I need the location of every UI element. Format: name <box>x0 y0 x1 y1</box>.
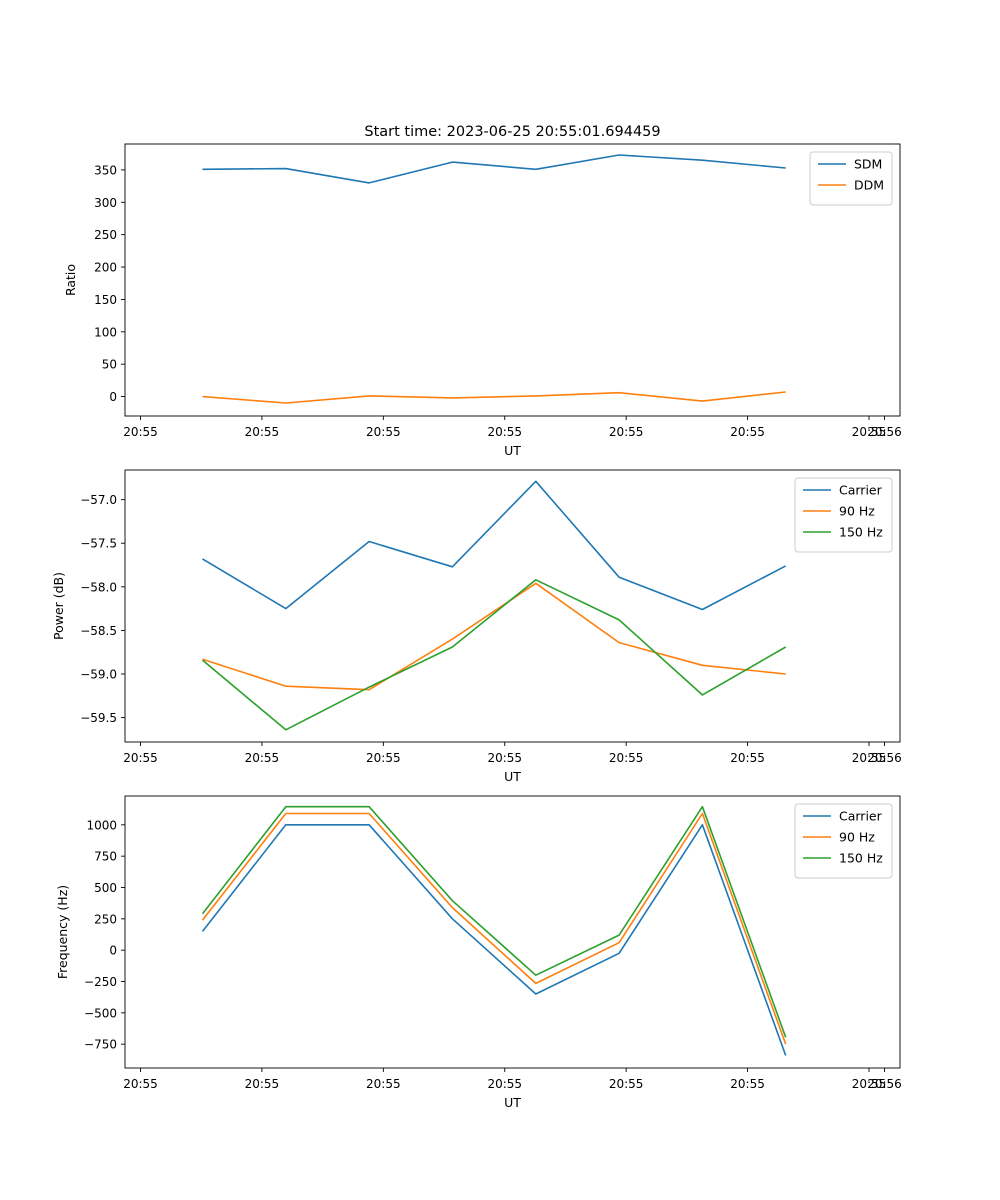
y-axis-label: Power (dB) <box>51 572 66 640</box>
y-tick-label: 150 <box>94 293 117 307</box>
figure-title: Start time: 2023-06-25 20:55:01.694459 <box>364 124 660 140</box>
y-tick-label: 300 <box>94 196 117 210</box>
x-tick-label: 20:56 <box>867 1077 902 1091</box>
y-tick-label: 750 <box>94 850 117 864</box>
x-tick-label: 20:55 <box>852 425 887 439</box>
x-tick-label: 20:55 <box>852 1077 887 1091</box>
x-tick-label: 20:55 <box>730 1077 765 1091</box>
legend-label: Carrier <box>839 483 883 498</box>
legend-label: Carrier <box>839 809 883 824</box>
legend-box <box>794 477 893 553</box>
x-tick-label: 20:55 <box>609 1077 644 1091</box>
x-tick-label: 20:55 <box>609 425 644 439</box>
y-tick-label: 0 <box>109 390 117 404</box>
y-tick-label: 250 <box>94 912 117 926</box>
series-line-90-hz <box>202 582 786 691</box>
x-tick-label: 20:55 <box>730 425 765 439</box>
x-tick-label: 20:55 <box>245 425 280 439</box>
y-tick-label: 500 <box>94 881 117 895</box>
series-line-ddm <box>202 391 786 404</box>
y-tick-label: −500 <box>84 1006 117 1020</box>
series-line-sdm <box>202 154 786 184</box>
y-tick-label: 50 <box>102 358 117 372</box>
x-tick-label: 20:55 <box>245 751 280 765</box>
x-axis-label: UT <box>504 769 521 784</box>
series-line-150-hz <box>201 578 787 731</box>
legend-label: DDM <box>854 178 884 193</box>
y-tick-label: 200 <box>94 261 117 275</box>
y-tick-label: −58.0 <box>80 580 117 594</box>
y-tick-label: 1000 <box>86 818 117 832</box>
series-line-carrier <box>201 823 787 1056</box>
y-tick-label: −58.5 <box>80 624 117 638</box>
x-tick-label: 20:55 <box>487 1077 522 1091</box>
chart-panel-2: 20:55 20:55 20:55 20:55 20:55 20:55 20:5520:56… <box>51 469 902 784</box>
y-tick-label: 0 <box>109 944 117 958</box>
axes-frame <box>124 469 901 743</box>
legend-box <box>809 151 893 206</box>
legend-box <box>794 803 893 879</box>
series-line-150-hz <box>201 805 787 1038</box>
x-tick-label: 20:55 <box>366 425 401 439</box>
y-tick-label: −57.5 <box>80 537 117 551</box>
legend-label: SDM <box>854 157 882 172</box>
x-tick-label: 20:55 <box>366 1077 401 1091</box>
series-line-90-hz <box>201 812 787 1045</box>
axes-frame <box>124 143 901 417</box>
x-tick-label: 20:56 <box>867 425 902 439</box>
y-tick-label: −750 <box>84 1038 117 1052</box>
x-tick-label: 20:55 <box>609 751 644 765</box>
y-tick-label: 100 <box>94 325 117 339</box>
x-tick-label: 20:55 <box>123 751 158 765</box>
x-axis-label: UT <box>504 1095 521 1110</box>
charts-container: 20:55 20:55 20:55 20:55 20:55 20:55 20:5520:56… <box>51 143 902 1110</box>
legend-label: 90 Hz <box>839 830 875 845</box>
x-tick-label: 20:55 <box>123 1077 158 1091</box>
chart-panel-1: 20:55 20:55 20:55 20:55 20:55 20:55 20:5520:56… <box>63 143 902 458</box>
chart-panel-3: 20:55 20:55 20:55 20:55 20:55 20:55 20:5520:56… <box>55 795 902 1110</box>
x-tick-label: 20:55 <box>366 751 401 765</box>
x-tick-label: 20:55 <box>245 1077 280 1091</box>
x-tick-label: 20:55 <box>730 751 765 765</box>
y-axis-label: Frequency (Hz) <box>55 885 70 979</box>
y-tick-label: 350 <box>94 163 117 177</box>
series-line-carrier <box>202 480 787 611</box>
x-tick-label: 20:55 <box>123 425 158 439</box>
legend-label: 150 Hz <box>839 851 883 866</box>
legend-label: 150 Hz <box>839 525 883 540</box>
legend-label: 90 Hz <box>839 504 875 519</box>
x-tick-label: 20:55 <box>487 425 522 439</box>
x-axis-label: UT <box>504 443 521 458</box>
y-tick-label: 250 <box>94 228 117 242</box>
x-tick-label: 20:55 <box>852 751 887 765</box>
axes-frame <box>124 795 901 1069</box>
x-tick-label: 20:56 <box>867 751 902 765</box>
y-tick-label: −250 <box>84 975 117 989</box>
y-tick-label: −59.0 <box>80 668 117 682</box>
y-tick-label: −57.0 <box>80 493 117 507</box>
y-axis-label: Ratio <box>63 264 78 296</box>
y-tick-label: −59.5 <box>80 711 117 725</box>
x-tick-label: 20:55 <box>487 751 522 765</box>
